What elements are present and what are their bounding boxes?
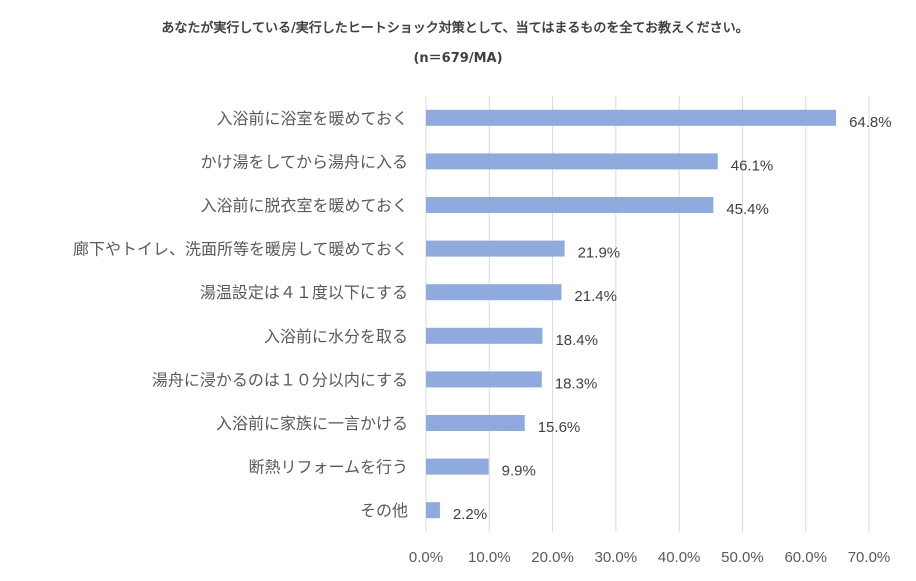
x-tick-label: 70.0%	[848, 549, 891, 566]
x-tick-label: 20.0%	[531, 549, 574, 566]
bar	[426, 197, 714, 213]
bar	[426, 327, 543, 344]
category-label: 湯温設定は４１度以下にする	[200, 283, 408, 302]
category-label: 入浴前に水分を取る	[264, 327, 408, 346]
data-label: 21.9%	[578, 245, 621, 262]
data-label: 9.9%	[502, 463, 536, 480]
x-tick-label: 50.0%	[721, 549, 764, 566]
x-tick-label: 40.0%	[658, 549, 701, 566]
bar	[426, 153, 718, 170]
bar-layer	[426, 109, 837, 519]
bar	[426, 109, 837, 126]
category-label: 入浴前に浴室を暖めておく	[216, 109, 408, 128]
category-label: 廊下やトイレ、洗面所等を暖房して暖めておく	[73, 240, 408, 259]
chart-title: あなたが実行している/実行したヒートショック対策として、当てはまるものを全てお教…	[161, 20, 748, 36]
data-label: 21.4%	[574, 288, 617, 305]
bar	[426, 502, 440, 519]
data-label: 46.1%	[731, 157, 774, 174]
bar	[426, 240, 565, 257]
x-tick-label: 30.0%	[595, 549, 638, 566]
x-tick-label: 0.0%	[409, 549, 443, 566]
category-label: 入浴前に脱衣室を暖めておく	[200, 196, 408, 215]
bar	[426, 458, 489, 475]
bar	[426, 415, 525, 431]
data-label: 2.2%	[453, 506, 487, 523]
data-label: 18.3%	[555, 375, 598, 392]
data-label: 18.4%	[555, 332, 598, 349]
category-label: 湯舟に浸かるのは１０分以内にする	[152, 370, 408, 389]
data-label: 64.8%	[849, 114, 892, 131]
bar	[426, 284, 562, 301]
x-tick-label: 10.0%	[468, 549, 511, 566]
category-label: 入浴前に家族に一言かける	[216, 414, 408, 433]
category-label: その他	[360, 501, 408, 520]
bar	[426, 371, 542, 388]
chart-subtitle: (n＝679/MA)	[413, 51, 502, 66]
category-label: 断熱リフォームを行う	[248, 458, 408, 477]
category-label: かけ湯をしてから湯舟に入る	[200, 152, 408, 171]
data-label: 15.6%	[538, 419, 581, 436]
data-label: 45.4%	[726, 201, 769, 218]
x-tick-label: 60.0%	[784, 549, 827, 566]
label-layer: 0.0% 10.0% 20.0% 30.0% 40.0% 50.0% 60.0% 70.0% 入…	[73, 109, 892, 566]
